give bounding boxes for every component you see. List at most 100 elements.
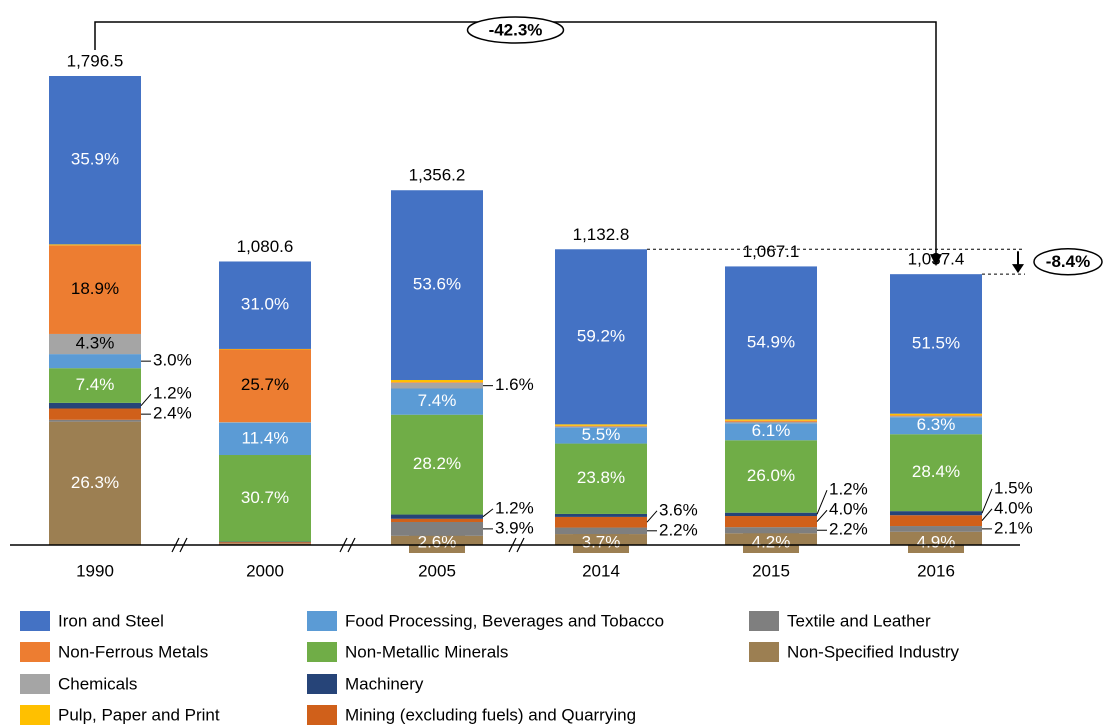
bar-segment	[555, 424, 647, 426]
data-label-box	[573, 533, 629, 553]
x-tick-label: 2005	[418, 561, 456, 580]
x-tick-label: 2000	[246, 561, 284, 580]
bar-segment	[725, 266, 817, 420]
bar-segment	[555, 427, 647, 444]
annotation-ellipse	[1033, 247, 1103, 276]
data-label: 53.6%	[413, 275, 461, 294]
bar-segment	[555, 425, 647, 427]
data-label: 28.4%	[912, 462, 960, 481]
data-label: 5.5%	[582, 425, 621, 444]
bar-segment	[890, 417, 982, 435]
legend-swatch	[307, 674, 337, 694]
legend-swatch	[307, 705, 337, 725]
data-label: 3.6%	[659, 500, 698, 519]
legend-label: Food Processing, Beverages and Tobacco	[345, 611, 664, 630]
legend-swatch	[749, 642, 779, 662]
bar-segment	[219, 261, 311, 349]
legend-swatch	[20, 674, 50, 694]
bar-segment	[555, 516, 647, 528]
legend-label: Chemicals	[58, 674, 137, 693]
bar-segment	[555, 513, 647, 517]
data-label: 4.0%	[829, 500, 868, 519]
legend-label: Textile and Leather	[787, 611, 931, 630]
bar-segment	[391, 514, 483, 519]
bar-segment	[391, 190, 483, 381]
data-label: 26.3%	[71, 473, 119, 492]
data-label: 4.0%	[994, 498, 1033, 517]
annotation: -8.4%	[1046, 252, 1090, 271]
data-label: 54.9%	[747, 332, 795, 351]
annotation-arrow	[930, 254, 942, 267]
data-label: 6.1%	[752, 421, 791, 440]
bar-segment	[391, 414, 483, 515]
legend-swatch	[20, 705, 50, 725]
data-label: 59.2%	[577, 326, 625, 345]
bar-segment	[49, 421, 141, 545]
total-label: 1,080.6	[237, 237, 294, 256]
data-label: 1.2%	[153, 384, 192, 403]
legend-label: Non-Specified Industry	[787, 642, 959, 661]
data-label: 23.8%	[577, 468, 625, 487]
bar-segment	[49, 245, 141, 334]
legend-label: Iron and Steel	[58, 611, 164, 630]
legend-swatch	[749, 611, 779, 631]
legend-swatch	[20, 642, 50, 662]
bar-segment	[555, 527, 647, 535]
data-label: 51.5%	[912, 333, 960, 352]
bar-segment	[725, 419, 817, 421]
bar-segment	[49, 333, 141, 355]
bar-segment	[555, 249, 647, 425]
data-label: 4.9%	[917, 532, 956, 551]
data-label: 1.6%	[495, 375, 534, 394]
leader-line	[482, 508, 494, 518]
bar-segment	[219, 542, 311, 544]
bar-segment	[391, 518, 483, 522]
x-tick-label: 2015	[752, 561, 790, 580]
legend-label: Non-Ferrous Metals	[58, 642, 208, 661]
bar-segment	[890, 511, 982, 516]
legend-swatch	[307, 611, 337, 631]
total-label: 1,067.1	[743, 242, 800, 261]
bar-segment	[890, 434, 982, 512]
bar-segment	[391, 382, 483, 383]
data-label: 2.6%	[418, 532, 457, 551]
data-label: 28.2%	[413, 454, 461, 473]
data-label: 7.4%	[418, 391, 457, 410]
data-label: 11.4%	[242, 428, 289, 447]
leader-line	[981, 488, 993, 514]
bar-segment	[49, 244, 141, 246]
bar-segment	[725, 440, 817, 513]
bar-segment	[890, 416, 982, 418]
data-label: 1.2%	[829, 480, 868, 499]
bar-segment	[219, 455, 311, 542]
annotation-ellipse	[466, 16, 565, 44]
leader-line	[981, 508, 993, 521]
bar-segment	[49, 419, 141, 422]
data-label: 4.2%	[752, 532, 791, 551]
data-label: 3.7%	[582, 532, 621, 551]
data-label-box	[743, 533, 799, 553]
data-label: 31.0%	[241, 295, 289, 314]
data-label: 2.2%	[659, 520, 698, 539]
data-label: 3.9%	[495, 518, 534, 537]
bar-segment	[219, 349, 311, 423]
bar-segment	[725, 516, 817, 528]
legend-label: Non-Metallic Minerals	[345, 642, 508, 661]
legend-label: Machinery	[345, 674, 424, 693]
data-label: 35.9%	[71, 150, 119, 169]
data-label: 18.9%	[71, 279, 119, 298]
bar-segment	[391, 380, 483, 383]
bar-segment	[725, 512, 817, 517]
bar-segment	[49, 354, 141, 369]
legend-label: Pulp, Paper and Print	[58, 705, 220, 724]
bar-segment	[49, 76, 141, 245]
bar-segment	[890, 526, 982, 532]
bar-segment	[219, 348, 311, 350]
leader-line	[816, 490, 828, 515]
bar-segment	[391, 521, 483, 536]
bar-segment	[725, 420, 817, 422]
total-label: 1,356.2	[409, 166, 466, 185]
bar-segment	[555, 443, 647, 514]
data-label: 25.7%	[241, 375, 289, 394]
